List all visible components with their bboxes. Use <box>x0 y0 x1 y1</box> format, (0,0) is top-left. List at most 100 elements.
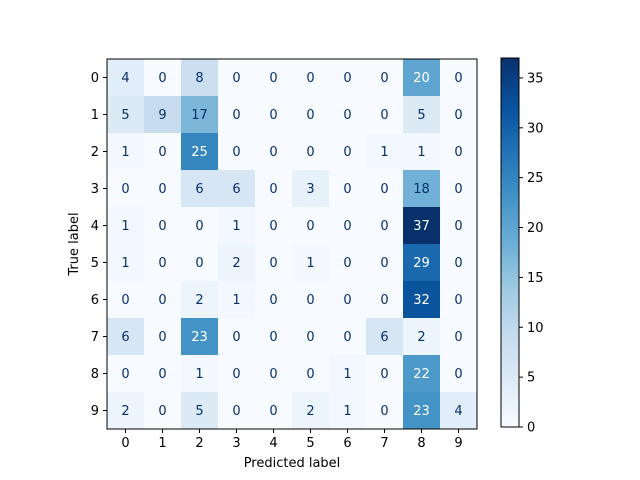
cell-value-label: 1 <box>121 256 129 271</box>
heatmap-cell <box>144 96 182 134</box>
cell-value-label: 0 <box>269 182 277 197</box>
heatmap-cell <box>107 133 145 171</box>
cell-value-label: 4 <box>454 404 462 419</box>
heatmap-cell <box>218 59 256 97</box>
cell-value-label: 1 <box>232 219 240 234</box>
cell-value-label: 0 <box>380 404 388 419</box>
cell-value-label: 0 <box>269 330 277 345</box>
colorbar-tick-label: 15 <box>527 271 544 286</box>
heatmap-cell <box>440 96 478 134</box>
cell-value-label: 0 <box>269 256 277 271</box>
y-tick-label: 4 <box>91 219 99 234</box>
heatmap-cell <box>329 207 367 245</box>
colorbar-frame <box>500 57 520 428</box>
heatmap-cell <box>366 133 404 171</box>
colorbar-tick-label: 35 <box>527 71 544 86</box>
cell-value-label: 23 <box>191 330 208 345</box>
cell-value-label: 0 <box>454 330 462 345</box>
heatmap-cell <box>366 244 404 282</box>
y-tick-label: 3 <box>91 182 99 197</box>
cell-value-label: 0 <box>121 182 129 197</box>
heatmap-cell <box>403 355 441 393</box>
cell-value-label: 0 <box>380 219 388 234</box>
heatmap-cell <box>218 133 256 171</box>
heatmap-cell <box>218 244 256 282</box>
y-tick-label: 8 <box>91 367 99 382</box>
cell-value-label: 0 <box>269 145 277 160</box>
cell-value-label: 6 <box>195 182 203 197</box>
cell-value-label: 2 <box>417 330 425 345</box>
cell-value-label: 0 <box>269 404 277 419</box>
x-tick-label: 6 <box>343 436 351 451</box>
heatmap-cell <box>292 96 330 134</box>
cell-value-label: 18 <box>413 182 430 197</box>
heatmap-cell <box>107 281 145 319</box>
cell-value-label: 0 <box>121 367 129 382</box>
heatmap-cell <box>366 392 404 430</box>
heatmap-cell <box>440 207 478 245</box>
cell-value-label: 0 <box>343 182 351 197</box>
heatmap-cell <box>144 244 182 282</box>
colorbar-tick-label: 30 <box>527 121 544 136</box>
heatmap-cell <box>218 170 256 208</box>
cell-value-label: 0 <box>306 219 314 234</box>
y-tick-label: 2 <box>91 145 99 160</box>
heatmap-cell <box>440 318 478 356</box>
heatmap-cell <box>144 170 182 208</box>
x-tick-label: 9 <box>454 436 462 451</box>
heatmap-cell <box>255 207 293 245</box>
cell-value-label: 0 <box>269 108 277 123</box>
cell-value-label: 6 <box>232 182 240 197</box>
heatmap-cell <box>218 355 256 393</box>
cell-value-label: 0 <box>454 293 462 308</box>
cell-value-label: 25 <box>191 145 208 160</box>
heatmap-cell <box>181 392 219 430</box>
x-tick-label: 5 <box>306 436 314 451</box>
y-tick-label: 1 <box>91 108 99 123</box>
y-tick-label: 9 <box>91 404 99 419</box>
cell-value-label: 32 <box>413 293 430 308</box>
cell-value-label: 0 <box>454 219 462 234</box>
heatmap-cell-labels: 4 0 8 0 0 0 0 0 20 05 9 17 0 0 0 0 0 5 01 0 25 0 0 0 0 1 1 00 0 6 6 0 3 0… <box>121 71 462 419</box>
heatmap-cell <box>255 244 293 282</box>
cell-value-label: 0 <box>269 71 277 86</box>
heatmap-cell <box>107 170 145 208</box>
cell-value-label: 17 <box>191 108 208 123</box>
x-tick-label: 1 <box>158 436 166 451</box>
heatmap-cell <box>255 133 293 171</box>
heatmap-cell <box>292 355 330 393</box>
cell-value-label: 8 <box>195 71 203 86</box>
cell-value-label: 1 <box>343 367 351 382</box>
cell-value-label: 0 <box>269 367 277 382</box>
cell-value-label: 0 <box>269 293 277 308</box>
heatmap-cell <box>366 207 404 245</box>
heatmap-cell <box>218 207 256 245</box>
x-axis-label: Predicted label <box>244 456 341 471</box>
colorbar-tick-label: 10 <box>527 321 544 336</box>
heatmap-cell <box>366 281 404 319</box>
cell-value-label: 1 <box>417 145 425 160</box>
heatmap-cell <box>181 133 219 171</box>
heatmap-cell <box>403 281 441 319</box>
x-tick-label: 4 <box>269 436 277 451</box>
x-tick-label: 2 <box>195 436 203 451</box>
cell-value-label: 1 <box>306 256 314 271</box>
cell-value-label: 0 <box>158 330 166 345</box>
heatmap-cell <box>329 59 367 97</box>
cell-value-label: 0 <box>121 293 129 308</box>
heatmap-cell <box>440 355 478 393</box>
heatmap-cell <box>107 355 145 393</box>
cell-value-label: 0 <box>380 293 388 308</box>
cell-value-label: 0 <box>232 367 240 382</box>
cell-value-label: 0 <box>158 404 166 419</box>
cell-value-label: 0 <box>269 219 277 234</box>
heatmap-cell <box>255 355 293 393</box>
heatmap-cell <box>329 355 367 393</box>
heatmap-cell <box>144 59 182 97</box>
heatmap-cell <box>403 170 441 208</box>
heatmap-cell <box>292 281 330 319</box>
cell-value-label: 29 <box>413 256 430 271</box>
cell-value-label: 0 <box>232 71 240 86</box>
heatmap-cell <box>292 59 330 97</box>
